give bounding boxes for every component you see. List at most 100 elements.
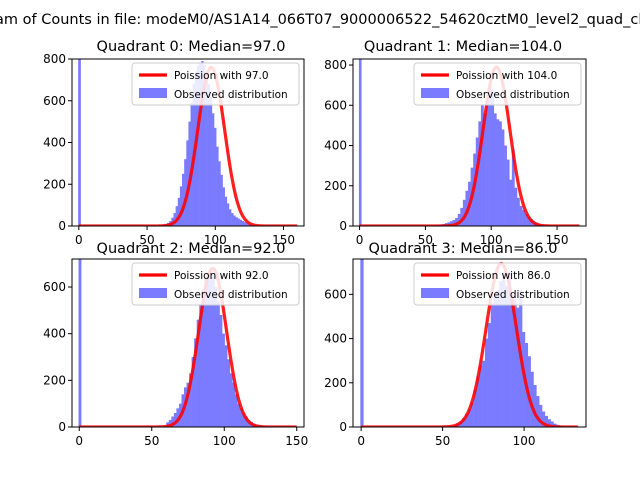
histogram-bar [235, 217, 238, 226]
x-tick-label: 50 [144, 434, 159, 448]
histogram-bar [234, 394, 238, 427]
legend-observed-label: Observed distribution [456, 289, 570, 301]
histogram-bar [168, 420, 172, 427]
histogram-bar [217, 301, 220, 427]
y-tick-label: 800 [324, 58, 347, 72]
histogram-bar [207, 84, 211, 226]
legend-observed-label: Observed distribution [174, 89, 288, 101]
histogram-bar-zero [78, 259, 82, 427]
histogram-bar [483, 113, 487, 226]
panel-title: Quadrant 3: Median=86.0 [369, 241, 558, 257]
histogram-bar [510, 294, 514, 427]
histogram-bar [182, 173, 185, 226]
y-tick-label: 0 [58, 219, 66, 233]
histogram-bar [242, 413, 246, 427]
histogram-bar [209, 96, 213, 226]
y-tick-label: 200 [43, 177, 66, 191]
legend-box [413, 262, 582, 306]
histogram-bar [175, 206, 179, 226]
histogram-bar [186, 382, 190, 427]
histogram-bar [173, 413, 177, 427]
panel-quadrant-3: 0 50 100 0 200 400 600 Poission with 86.0 Observ… [324, 241, 587, 448]
histogram-bar [179, 186, 183, 226]
histogram-bar [184, 159, 187, 226]
histogram-bar [204, 277, 208, 427]
histogram-bar [186, 140, 189, 226]
legend-box [131, 62, 300, 106]
histogram-bar [467, 409, 472, 427]
y-tick-label: 600 [43, 280, 66, 294]
histogram-bar [465, 413, 469, 427]
histogram-bar [214, 127, 217, 226]
legend-observed-swatch [139, 288, 167, 298]
histogram-bar [191, 357, 195, 427]
histogram-bar [504, 145, 507, 226]
histogram-bar-zero [360, 259, 364, 427]
histogram-bar [194, 338, 197, 427]
histogram-bar [233, 215, 236, 226]
histogram-bar-zero [78, 59, 81, 226]
figure-suptitle: Histogram of Counts in file: modeM0/AS1A… [0, 12, 640, 28]
y-tick-label: 600 [324, 98, 347, 112]
histogram-bar [490, 303, 494, 427]
panel-title: Quadrant 0: Median=97.0 [97, 39, 286, 55]
histogram-bar [476, 376, 480, 427]
legend-observed-swatch [421, 88, 449, 98]
histogram-bar [205, 71, 208, 226]
histogram-bar [457, 213, 461, 226]
histogram-bar [206, 273, 210, 427]
histogram-bar [224, 196, 228, 226]
histogram-bar [239, 408, 243, 427]
legend-box [131, 262, 300, 306]
histogram-bar [220, 174, 223, 226]
y-tick-label: 0 [339, 219, 347, 233]
histogram-bar [203, 65, 206, 226]
plot-area [358, 59, 581, 226]
histogram-bar [231, 213, 234, 226]
plot-area [78, 259, 298, 427]
histogram-bar [199, 63, 202, 226]
legend-observed-swatch [421, 288, 449, 298]
histogram-bar [486, 97, 489, 226]
histogram-bar [475, 137, 479, 226]
x-tick-label: 50 [435, 434, 450, 448]
histogram-bar [479, 365, 483, 427]
axes-frame [71, 258, 305, 428]
histogram-bar [522, 209, 526, 226]
x-tick-label: 0 [356, 233, 364, 247]
histogram-bar [201, 61, 204, 226]
histogram-bar [196, 319, 200, 427]
x-tick-label: 150 [272, 233, 295, 247]
histogram-bar [229, 373, 233, 427]
histogram-bar [219, 315, 223, 427]
histogram-bar [222, 187, 225, 226]
histogram-bar [506, 159, 510, 226]
legend-observed-label: Observed distribution [174, 289, 288, 301]
histogram-bar [216, 146, 219, 226]
legend-poisson-label: Poission with 104.0 [456, 70, 557, 82]
y-tick-label: 400 [324, 332, 347, 346]
histogram-bar [498, 121, 502, 226]
y-tick-label: 200 [43, 373, 66, 387]
histogram-bar [171, 416, 175, 427]
x-tick-label: 50 [139, 233, 154, 247]
y-tick-label: 200 [324, 376, 347, 390]
histogram-bar [533, 385, 537, 427]
histogram-bar [470, 402, 474, 427]
histogram-bar [211, 275, 215, 427]
histogram-bar [209, 270, 213, 427]
x-tick-label: 100 [480, 233, 503, 247]
plot-area [77, 59, 299, 226]
histogram-bar [452, 219, 456, 226]
x-tick-label: 150 [546, 233, 569, 247]
histogram-bar [507, 272, 511, 427]
histogram-bar [493, 113, 497, 226]
legend-observed-swatch [139, 88, 167, 98]
histogram-bar [499, 281, 503, 427]
histogram-bar [201, 289, 205, 427]
histogram-bar [514, 187, 518, 226]
histogram-bar [496, 289, 500, 427]
histogram-bar [237, 403, 241, 427]
histogram-bar [189, 373, 192, 427]
